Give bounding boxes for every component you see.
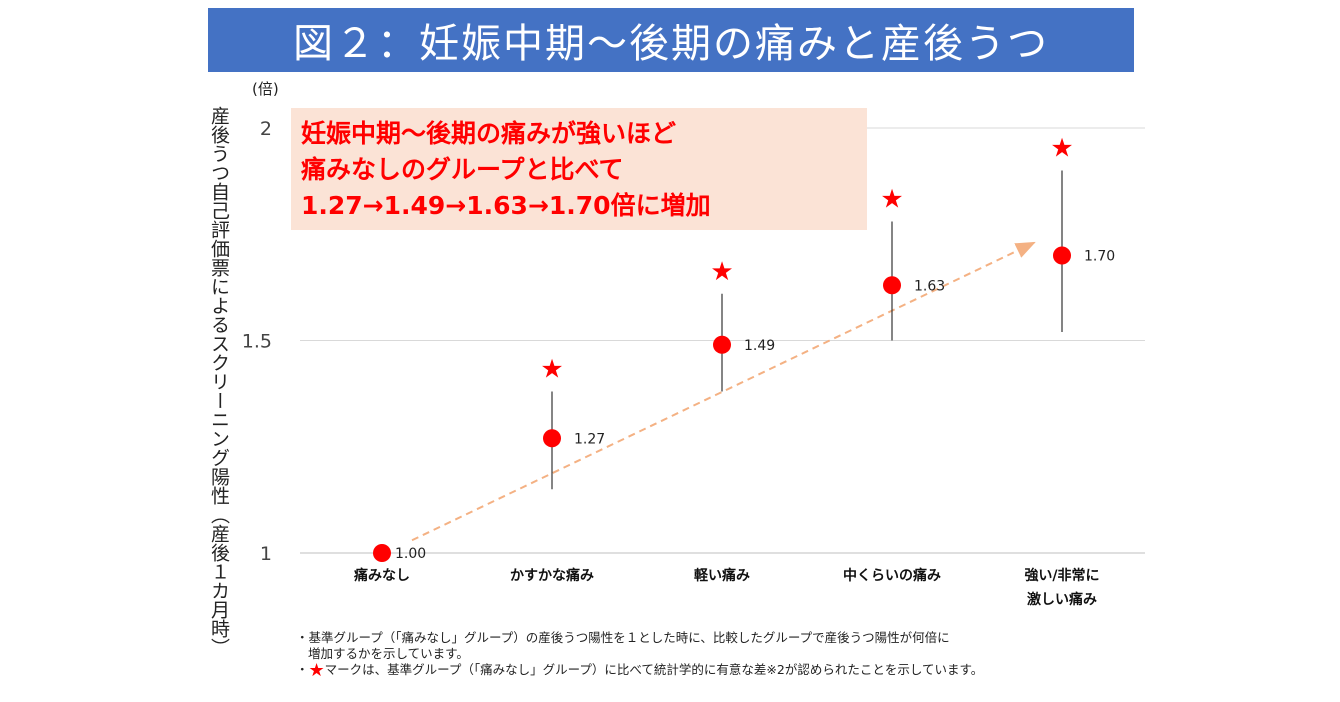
x-tick-label: 激しい痛み [1027,591,1097,608]
x-tick-label: かすかな痛み [510,567,594,584]
data-point [883,276,901,295]
y-tick-label: 1.5 [242,331,272,353]
significance-star: ★ [1050,134,1073,164]
x-tick-label: 軽い痛み [694,567,750,584]
significance-star: ★ [710,257,733,287]
data-label: 1.49 [744,338,775,354]
x-tick-label: 痛みなし [353,567,410,584]
x-tick-label: 強い/非常に [1024,567,1099,584]
y-tick-label: 1 [260,543,272,565]
significance-star: ★ [540,355,563,385]
footnote-2-text: マークは、基準グループ（「痛みなし」グループ）に比べて統計学的に有意な差※2が認… [324,662,984,677]
y-tick-label: 2 [260,118,272,140]
data-label: 1.27 [574,431,605,447]
trend-arrow [411,241,1036,542]
data-point [543,429,561,448]
data-point [1053,246,1071,265]
footnote-bullet: ・ [296,662,309,677]
data-label: 1.00 [395,546,426,562]
callout-box: 妊娠中期〜後期の痛みが強いほど 痛みなしのグループと比べて 1.27→1.49→… [291,108,867,230]
chart-title: 図２：妊娠中期〜後期の痛みと産後うつ [208,8,1134,72]
data-label: 1.63 [914,278,945,294]
footnote-2: ・★マークは、基準グループ（「痛みなし」グループ）に比べて統計学的に有意な差※2… [296,660,984,681]
y-axis-label: 産後うつ自己評価票によるスクリーニング陽性（産後１カ月時） [208,106,230,657]
footnotes: ・基準グループ（「痛みなし」グループ）の産後うつ陽性を１とした時に、比較したグル… [296,630,984,681]
y-unit-label: (倍) [252,80,279,98]
x-tick-label: 中くらいの痛み [843,567,941,584]
data-label: 1.70 [1084,249,1115,265]
significance-star: ★ [880,185,903,215]
footnote-1-continued: 増加するかを示しています。 [308,646,469,661]
footnote-1: ・基準グループ（「痛みなし」グループ）の産後うつ陽性を１とした時に、比較したグル… [296,630,950,645]
star-icon: ★ [308,660,325,681]
data-point [373,544,391,562]
callout-line-2: 痛みなしのグループと比べて [301,155,624,184]
callout-line-3: 1.27→1.49→1.63→1.70倍に増加 [301,191,711,220]
data-point [713,335,731,354]
callout-line-1: 妊娠中期〜後期の痛みが強いほど [301,119,677,148]
